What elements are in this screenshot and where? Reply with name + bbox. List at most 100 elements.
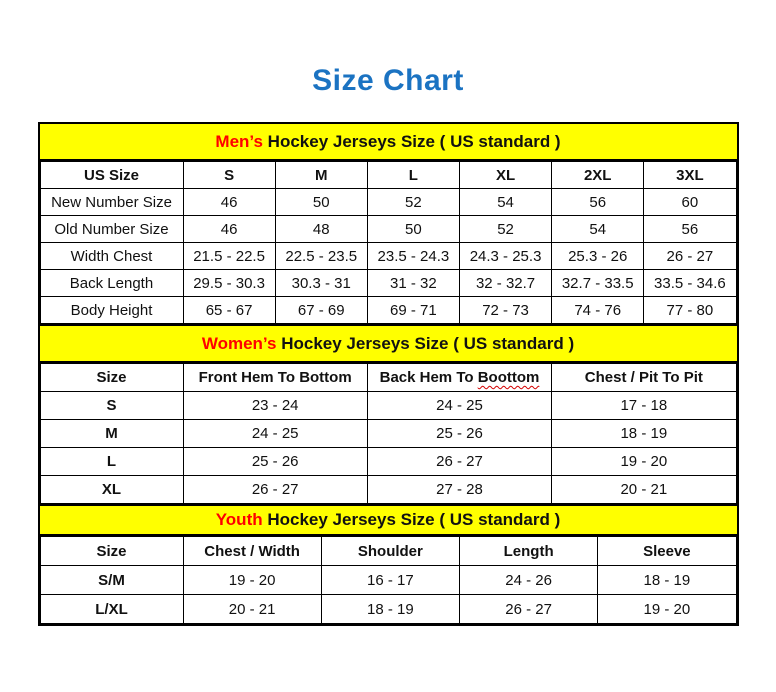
table-cell: 31 - 32 <box>366 269 460 297</box>
table-cell: 19 - 20 <box>597 594 737 624</box>
table-cell: 26 - 27 <box>458 594 599 624</box>
column-header-xl: XL <box>458 161 553 189</box>
table-cell: 17 - 18 <box>551 391 737 420</box>
table-cell: 32.7 - 33.5 <box>551 269 645 297</box>
table-cell: 24.3 - 25.3 <box>458 242 553 270</box>
table-cell: 46 <box>182 215 276 243</box>
back-hem-misspelled-word: Boottom <box>477 369 540 386</box>
table-cell: 23 - 24 <box>182 391 368 420</box>
womens-header-row: Size Front Hem To Bottom Back Hem To Boo… <box>39 363 737 392</box>
row-label: Body Height <box>39 296 184 324</box>
table-cell: 24 - 25 <box>366 391 553 420</box>
row-label: Old Number Size <box>39 215 184 243</box>
table-cell: 72 - 73 <box>458 296 553 324</box>
table-row-new-number-size: New Number Size 46 50 52 54 56 60 <box>39 188 737 216</box>
table-cell: 52 <box>366 188 460 216</box>
table-cell: 26 - 27 <box>643 242 737 270</box>
table-cell: 56 <box>551 188 645 216</box>
column-header-m: M <box>274 161 368 189</box>
column-header-front-hem: Front Hem To Bottom <box>182 363 368 392</box>
table-cell: 19 - 20 <box>551 447 737 476</box>
table-cell: 65 - 67 <box>182 296 276 324</box>
table-cell: 56 <box>643 215 737 243</box>
table-cell: 16 - 17 <box>320 565 461 595</box>
row-label: S <box>39 391 184 420</box>
table-cell: 26 - 27 <box>366 447 553 476</box>
table-cell: 25 - 26 <box>366 419 553 448</box>
table-cell: 33.5 - 34.6 <box>643 269 737 297</box>
mens-section-title: Hockey Jerseys Size ( US standard ) <box>262 132 561 151</box>
table-cell: 23.5 - 24.3 <box>366 242 460 270</box>
table-cell: 26 - 27 <box>182 475 368 504</box>
row-label: Width Chest <box>39 242 184 270</box>
table-cell: 48 <box>274 215 368 243</box>
youth-section-header: Youth Hockey Jerseys Size ( US standard … <box>39 504 737 536</box>
table-row-womens-m: M 24 - 25 25 - 26 18 - 19 <box>39 419 737 448</box>
mens-size-table: US Size S M L XL 2XL 3XL New Number Size… <box>39 161 737 324</box>
table-cell: 27 - 28 <box>366 475 553 504</box>
column-header-l: L <box>366 161 460 189</box>
table-cell: 67 - 69 <box>274 296 368 324</box>
table-cell: 21.5 - 22.5 <box>182 242 276 270</box>
table-cell: 50 <box>274 188 368 216</box>
row-label: New Number Size <box>39 188 184 216</box>
table-cell: 18 - 19 <box>551 419 737 448</box>
column-header-back-hem: Back Hem To Boottom <box>366 363 553 392</box>
column-header-chest-pit: Chest / Pit To Pit <box>551 363 737 392</box>
youth-section-accent-label: Youth <box>215 510 263 529</box>
column-header-us-size: US Size <box>39 161 184 189</box>
table-cell: 25 - 26 <box>182 447 368 476</box>
table-cell: 19 - 20 <box>182 565 322 595</box>
back-hem-label-prefix: Back Hem To <box>379 369 474 386</box>
table-cell: 46 <box>182 188 276 216</box>
table-cell: 54 <box>458 188 553 216</box>
table-cell: 30.3 - 31 <box>274 269 368 297</box>
womens-section-accent-label: Women’s <box>201 334 277 353</box>
column-header-2xl: 2XL <box>551 161 645 189</box>
row-label: M <box>39 419 184 448</box>
table-cell: 24 - 25 <box>182 419 368 448</box>
womens-section-header: Women’s Hockey Jerseys Size ( US standar… <box>39 324 737 363</box>
column-header-shoulder: Shoulder <box>320 536 461 566</box>
mens-section-header: Men’s Hockey Jerseys Size ( US standard … <box>39 124 737 161</box>
youth-section-title: Hockey Jerseys Size ( US standard ) <box>262 510 561 529</box>
table-cell: 77 - 80 <box>643 296 737 324</box>
row-label: XL <box>39 475 184 504</box>
column-header-chest-width: Chest / Width <box>182 536 322 566</box>
table-row-width-chest: Width Chest 21.5 - 22.5 22.5 - 23.5 23.5… <box>39 242 737 270</box>
table-cell: 24 - 26 <box>458 565 599 595</box>
table-cell: 18 - 19 <box>320 594 461 624</box>
column-header-s: S <box>182 161 276 189</box>
table-cell: 60 <box>643 188 737 216</box>
table-row-youth-lxl: L/XL 20 - 21 18 - 19 26 - 27 19 - 20 <box>39 594 737 624</box>
table-row-youth-sm: S/M 19 - 20 16 - 17 24 - 26 18 - 19 <box>39 565 737 595</box>
table-row-body-height: Body Height 65 - 67 67 - 69 69 - 71 72 -… <box>39 296 737 324</box>
table-row-womens-xl: XL 26 - 27 27 - 28 20 - 21 <box>39 475 737 504</box>
column-header-3xl: 3XL <box>643 161 737 189</box>
table-cell: 54 <box>551 215 645 243</box>
mens-header-row: US Size S M L XL 2XL 3XL <box>39 161 737 189</box>
table-cell: 52 <box>458 215 553 243</box>
table-row-womens-l: L 25 - 26 26 - 27 19 - 20 <box>39 447 737 476</box>
column-header-length: Length <box>458 536 599 566</box>
column-header-sleeve: Sleeve <box>597 536 737 566</box>
table-row-back-length: Back Length 29.5 - 30.3 30.3 - 31 31 - 3… <box>39 269 737 297</box>
page-title: Size Chart <box>312 64 464 97</box>
column-header-size: Size <box>39 363 184 392</box>
table-row-old-number-size: Old Number Size 46 48 50 52 54 56 <box>39 215 737 243</box>
table-cell: 18 - 19 <box>597 565 737 595</box>
womens-section-title: Hockey Jerseys Size ( US standard ) <box>276 334 575 353</box>
table-cell: 20 - 21 <box>182 594 322 624</box>
row-label: Back Length <box>39 269 184 297</box>
table-cell: 22.5 - 23.5 <box>274 242 368 270</box>
youth-header-row: Size Chest / Width Shoulder Length Sleev… <box>39 536 737 566</box>
row-label: L/XL <box>39 594 184 624</box>
table-row-womens-s: S 23 - 24 24 - 25 17 - 18 <box>39 391 737 420</box>
table-cell: 50 <box>366 215 460 243</box>
table-cell: 20 - 21 <box>551 475 737 504</box>
row-label: S/M <box>39 565 184 595</box>
table-cell: 29.5 - 30.3 <box>182 269 276 297</box>
table-cell: 74 - 76 <box>551 296 645 324</box>
table-cell: 25.3 - 26 <box>551 242 645 270</box>
mens-section-accent-label: Men’s <box>215 132 263 151</box>
